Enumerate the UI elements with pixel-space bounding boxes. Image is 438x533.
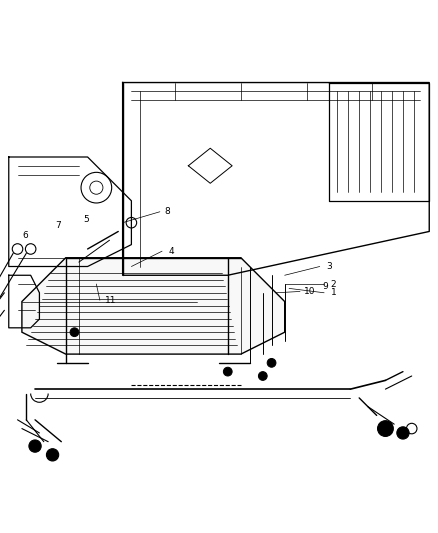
Text: 3: 3 (326, 262, 332, 271)
Text: 10: 10 (304, 287, 316, 296)
Text: 2: 2 (331, 279, 336, 288)
Circle shape (258, 372, 267, 381)
Polygon shape (22, 258, 285, 354)
Text: 7: 7 (55, 221, 60, 230)
Text: 6: 6 (22, 231, 28, 240)
Circle shape (223, 367, 232, 376)
Text: 4: 4 (169, 247, 174, 256)
Text: 11: 11 (105, 296, 117, 305)
Circle shape (378, 421, 393, 437)
Circle shape (70, 328, 79, 336)
Circle shape (267, 359, 276, 367)
Circle shape (29, 440, 41, 452)
Text: 1: 1 (331, 288, 336, 297)
Text: 5: 5 (83, 215, 89, 224)
Circle shape (397, 427, 409, 439)
Circle shape (46, 449, 59, 461)
Text: 8: 8 (164, 207, 170, 216)
Text: 9: 9 (322, 282, 328, 290)
